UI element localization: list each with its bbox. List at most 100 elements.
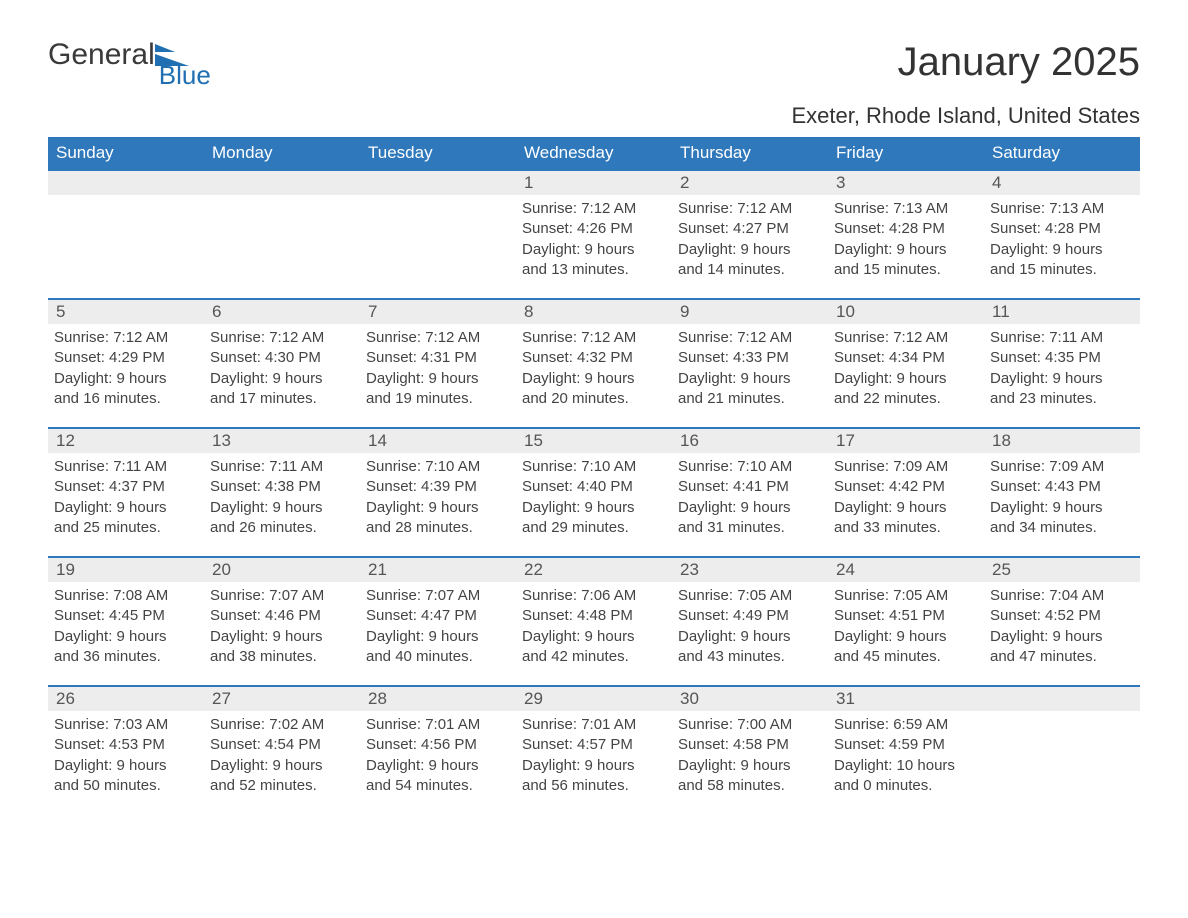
day-cell: Sunrise: 7:12 AMSunset: 4:26 PMDaylight:… <box>516 195 672 298</box>
day-info-line: Sunset: 4:47 PM <box>366 606 510 626</box>
day-cell: Sunrise: 7:01 AMSunset: 4:56 PMDaylight:… <box>360 711 516 814</box>
day-info-line: Sunset: 4:30 PM <box>210 348 354 368</box>
day-info-line: Sunset: 4:28 PM <box>990 219 1134 239</box>
logo-word2: Blue <box>159 60 211 91</box>
day-number: 19 <box>48 558 204 582</box>
day-info-line: and 47 minutes. <box>990 647 1134 667</box>
day-info-line: Sunset: 4:40 PM <box>522 477 666 497</box>
day-info-line: Sunset: 4:43 PM <box>990 477 1134 497</box>
day-number: 2 <box>672 171 828 195</box>
day-info-line: Daylight: 10 hours <box>834 756 978 776</box>
day-info-line: Daylight: 9 hours <box>210 756 354 776</box>
day-info-line: and 25 minutes. <box>54 518 198 538</box>
day-info-line: and 58 minutes. <box>678 776 822 796</box>
day-info-line: Sunset: 4:42 PM <box>834 477 978 497</box>
day-info-line: Sunrise: 7:13 AM <box>834 199 978 219</box>
day-info-line: Sunrise: 7:10 AM <box>522 457 666 477</box>
day-info-line: Sunset: 4:33 PM <box>678 348 822 368</box>
day-info-line: and 20 minutes. <box>522 389 666 409</box>
day-info-line: Daylight: 9 hours <box>678 240 822 260</box>
day-info-line: Sunrise: 7:13 AM <box>990 199 1134 219</box>
day-info-line: Sunrise: 7:12 AM <box>678 199 822 219</box>
day-info-line: Sunrise: 7:11 AM <box>54 457 198 477</box>
calendar-week: 262728293031Sunrise: 7:03 AMSunset: 4:53… <box>48 685 1140 814</box>
day-cell: Sunrise: 7:01 AMSunset: 4:57 PMDaylight:… <box>516 711 672 814</box>
day-info-line: Sunrise: 7:12 AM <box>834 328 978 348</box>
day-info-line: Sunrise: 7:01 AM <box>366 715 510 735</box>
day-number: 14 <box>360 429 516 453</box>
day-info-line: Sunset: 4:38 PM <box>210 477 354 497</box>
day-info-line: and 14 minutes. <box>678 260 822 280</box>
day-info-line: Sunset: 4:54 PM <box>210 735 354 755</box>
day-info-line: and 0 minutes. <box>834 776 978 796</box>
calendar: Sunday Monday Tuesday Wednesday Thursday… <box>48 137 1140 814</box>
location-subtitle: Exeter, Rhode Island, United States <box>48 103 1140 129</box>
day-number: 3 <box>828 171 984 195</box>
day-cell: Sunrise: 7:06 AMSunset: 4:48 PMDaylight:… <box>516 582 672 685</box>
day-info-line: and 38 minutes. <box>210 647 354 667</box>
day-info-line: Daylight: 9 hours <box>366 498 510 518</box>
day-cell: Sunrise: 7:13 AMSunset: 4:28 PMDaylight:… <box>984 195 1140 298</box>
day-cell: Sunrise: 7:03 AMSunset: 4:53 PMDaylight:… <box>48 711 204 814</box>
day-number: 24 <box>828 558 984 582</box>
day-info-line: Sunrise: 7:12 AM <box>54 328 198 348</box>
day-info-line: and 29 minutes. <box>522 518 666 538</box>
day-number: 29 <box>516 687 672 711</box>
day-number: 10 <box>828 300 984 324</box>
day-number: 1 <box>516 171 672 195</box>
day-info-line: and 54 minutes. <box>366 776 510 796</box>
day-info-line: and 16 minutes. <box>54 389 198 409</box>
calendar-week: 1234Sunrise: 7:12 AMSunset: 4:26 PMDayli… <box>48 169 1140 298</box>
day-number: 16 <box>672 429 828 453</box>
day-number: 17 <box>828 429 984 453</box>
day-info-line: Sunset: 4:49 PM <box>678 606 822 626</box>
day-info-line: Daylight: 9 hours <box>54 498 198 518</box>
day-cell: Sunrise: 7:07 AMSunset: 4:47 PMDaylight:… <box>360 582 516 685</box>
logo: General Blue <box>48 40 245 71</box>
day-info-line: Sunset: 4:37 PM <box>54 477 198 497</box>
day-info-line: and 33 minutes. <box>834 518 978 538</box>
day-number <box>360 171 516 195</box>
weekday-label: Wednesday <box>516 137 672 169</box>
day-cell: Sunrise: 7:05 AMSunset: 4:51 PMDaylight:… <box>828 582 984 685</box>
day-number: 26 <box>48 687 204 711</box>
day-cell: Sunrise: 7:12 AMSunset: 4:32 PMDaylight:… <box>516 324 672 427</box>
day-info-line: and 45 minutes. <box>834 647 978 667</box>
day-number: 5 <box>48 300 204 324</box>
day-info-line: Sunrise: 7:12 AM <box>366 328 510 348</box>
day-info-line: and 15 minutes. <box>834 260 978 280</box>
title-block: January 2025 <box>898 40 1140 85</box>
day-info-line: Sunrise: 7:10 AM <box>678 457 822 477</box>
day-number: 22 <box>516 558 672 582</box>
day-info-line: Sunset: 4:46 PM <box>210 606 354 626</box>
day-number: 18 <box>984 429 1140 453</box>
day-info-line: Daylight: 9 hours <box>210 498 354 518</box>
day-info-line: Daylight: 9 hours <box>54 369 198 389</box>
day-info-line: Daylight: 9 hours <box>522 627 666 647</box>
weeks-container: 1234Sunrise: 7:12 AMSunset: 4:26 PMDayli… <box>48 169 1140 814</box>
day-info-line: Sunset: 4:35 PM <box>990 348 1134 368</box>
day-number: 7 <box>360 300 516 324</box>
day-cell: Sunrise: 7:12 AMSunset: 4:31 PMDaylight:… <box>360 324 516 427</box>
day-number: 23 <box>672 558 828 582</box>
day-info-line: Daylight: 9 hours <box>990 498 1134 518</box>
day-info-line: Daylight: 9 hours <box>366 627 510 647</box>
day-info-line: Daylight: 9 hours <box>834 498 978 518</box>
day-number <box>204 171 360 195</box>
day-number: 9 <box>672 300 828 324</box>
day-info-line: Sunrise: 7:12 AM <box>210 328 354 348</box>
day-info-line: Sunrise: 7:05 AM <box>678 586 822 606</box>
day-info-line: Daylight: 9 hours <box>366 756 510 776</box>
day-number: 15 <box>516 429 672 453</box>
day-info-line: Sunset: 4:58 PM <box>678 735 822 755</box>
day-info-line: and 42 minutes. <box>522 647 666 667</box>
weekday-label: Sunday <box>48 137 204 169</box>
day-cell: Sunrise: 7:09 AMSunset: 4:42 PMDaylight:… <box>828 453 984 556</box>
day-info-line: Sunrise: 7:12 AM <box>522 328 666 348</box>
day-info-line: Sunrise: 7:07 AM <box>210 586 354 606</box>
day-info-line: Sunrise: 7:11 AM <box>990 328 1134 348</box>
day-info-line: and 50 minutes. <box>54 776 198 796</box>
day-cell: Sunrise: 7:04 AMSunset: 4:52 PMDaylight:… <box>984 582 1140 685</box>
day-info-line: and 26 minutes. <box>210 518 354 538</box>
day-info-line: and 17 minutes. <box>210 389 354 409</box>
